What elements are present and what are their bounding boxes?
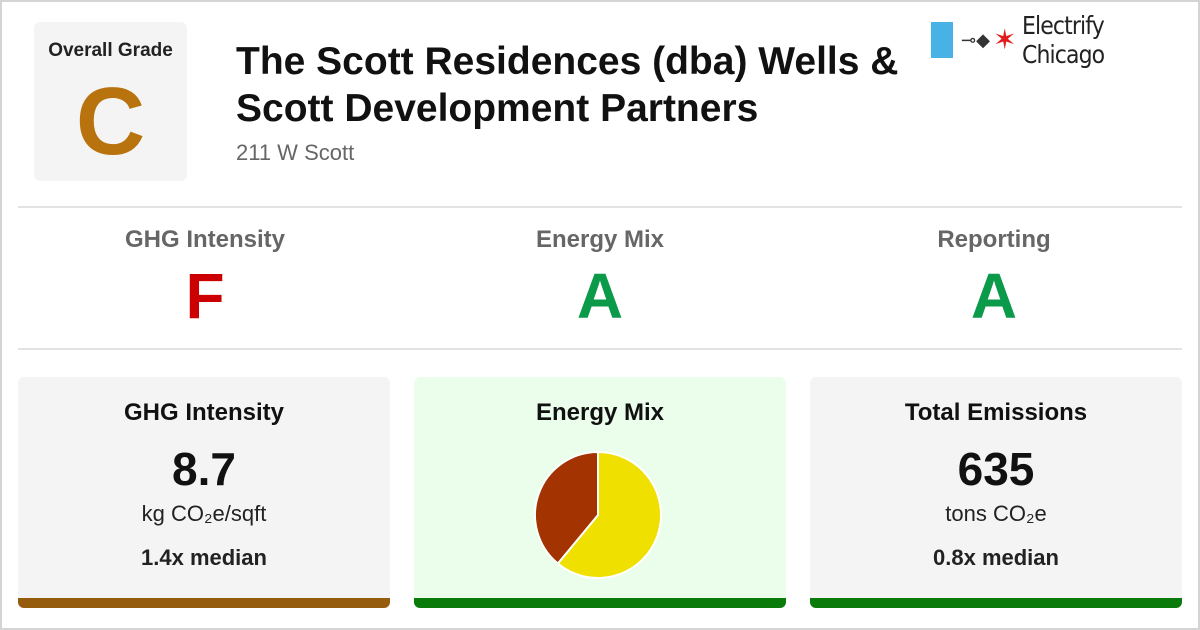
building-title: The Scott Residences (dba) Wells & Scott… xyxy=(236,40,899,130)
plug-icon: ⊸◆ xyxy=(961,29,990,50)
reporting-grade-letter: A xyxy=(970,260,1018,332)
ghg-intensity-value: 8.7 xyxy=(172,443,236,495)
overall-grade-box: Overall Grade C xyxy=(34,22,187,181)
ghg-intensity-grade-label: GHG Intensity xyxy=(124,226,286,253)
star-icon: ✶ xyxy=(992,24,1017,55)
energy-mix-bar xyxy=(414,598,786,608)
divider-middle xyxy=(18,348,1182,350)
brand-name: Electrify Chicago xyxy=(1022,11,1105,69)
pie-slice-0 xyxy=(556,450,662,579)
total-emissions-median: 0.8x median xyxy=(933,545,1059,570)
total-emissions-bar xyxy=(810,598,1182,608)
ghg-intensity-bar xyxy=(18,598,390,608)
reporting-grade-label: Reporting xyxy=(937,226,1051,253)
energy-mix-pie-svg xyxy=(534,450,662,579)
reporting-grade: Reporting A xyxy=(797,226,1191,332)
energy-mix-grade-label: Energy Mix xyxy=(535,226,665,253)
total-emissions-value: 635 xyxy=(957,443,1035,495)
overall-grade-label: Overall Grade xyxy=(48,40,173,61)
building-address: 211 W Scott xyxy=(236,140,355,165)
divider-top xyxy=(18,206,1182,208)
ghg-intensity-grade-letter: F xyxy=(185,260,225,332)
ghg-intensity-card-title: GHG Intensity xyxy=(123,399,285,426)
ghg-intensity-grade: GHG Intensity F xyxy=(8,226,402,332)
energy-mix-pie-chart xyxy=(532,449,664,581)
ghg-intensity-unit: kg CO₂e/sqft xyxy=(141,501,267,526)
overall-grade-letter: C xyxy=(75,68,146,175)
ghg-intensity-card: GHG Intensity 8.7 kg CO₂e/sqft 1.4x medi… xyxy=(18,377,390,608)
total-emissions-card-title: Total Emissions xyxy=(904,399,1088,426)
total-emissions-card: Total Emissions 635 tons CO₂e 0.8x media… xyxy=(810,377,1182,608)
chicago-flag-icon xyxy=(931,22,954,58)
energy-mix-card-title: Energy Mix xyxy=(535,399,665,426)
energy-mix-grade: Energy Mix A xyxy=(403,226,797,332)
pie-slice-1 xyxy=(534,450,599,565)
ghg-intensity-median: 1.4x median xyxy=(141,545,267,570)
energy-mix-card: Energy Mix xyxy=(414,377,786,608)
total-emissions-unit: tons CO₂e xyxy=(945,501,1047,526)
electrify-chicago-logo[interactable]: ⊸◆ ✶ Electrify Chicago xyxy=(931,11,1200,69)
energy-mix-grade-letter: A xyxy=(576,260,624,332)
